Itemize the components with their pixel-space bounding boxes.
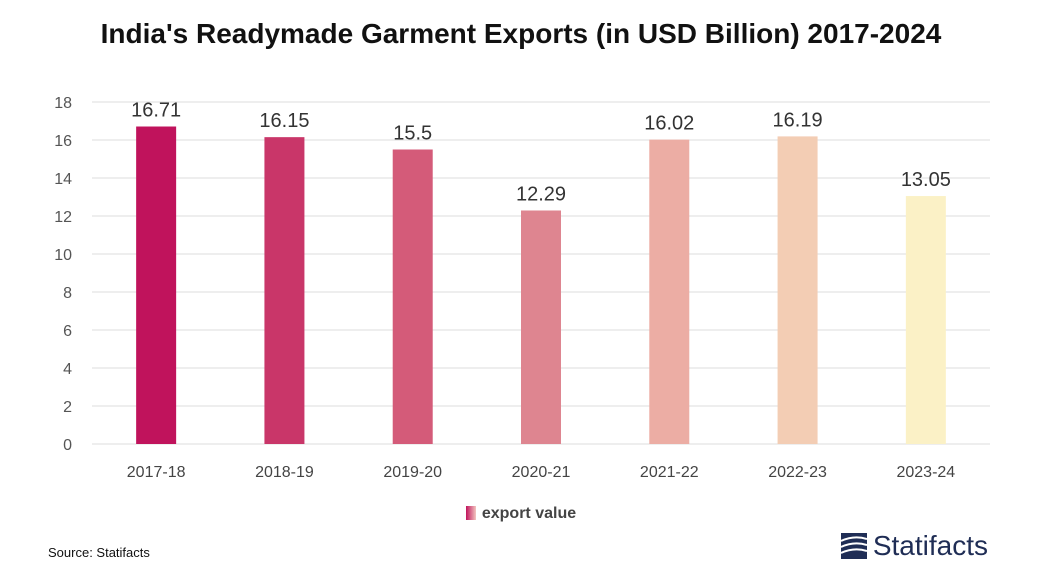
data-label: 13.05 [901,169,951,191]
y-tick-label: 18 [54,95,72,112]
y-tick-label: 16 [54,133,72,150]
y-tick-label: 4 [63,361,72,378]
y-axis-tick-labels: 0 2 4 6 8 10 12 14 16 18 [54,95,72,454]
x-tick-label: 2021-22 [640,464,699,481]
data-label: 16.02 [644,113,694,135]
data-label: 16.19 [773,109,823,131]
bar-chart: 0 2 4 6 8 10 12 14 16 18 16.71 16.15 15.5 12.29 16.02… [54,95,990,481]
bar[interactable] [264,137,305,444]
legend-swatch [465,506,476,520]
bar[interactable] [649,139,690,444]
x-tick-label: 2018-19 [255,464,314,481]
data-label: 15.5 [393,123,432,145]
bars [136,126,946,445]
y-tick-label: 12 [54,209,72,226]
statifacts-logo-icon [840,533,867,559]
data-labels: 16.71 16.15 15.5 12.29 16.02 16.19 13.05 [131,100,951,206]
y-tick-label: 6 [63,323,72,340]
x-tick-label: 2023-24 [896,464,955,481]
data-label: 16.71 [131,100,181,122]
data-label: 12.29 [516,183,566,205]
brand-logo: Statifacts [840,530,988,562]
y-tick-label: 10 [54,247,72,264]
bar[interactable] [521,210,561,444]
brand-name: Statifacts [872,530,988,561]
chart-title: India's Readymade Garment Exports (in US… [100,18,942,49]
y-tick-label: 0 [63,437,72,454]
x-tick-label: 2020-21 [512,464,571,481]
x-tick-label: 2022-23 [768,464,827,481]
y-tick-label: 14 [54,171,72,188]
x-axis-tick-labels: 2017-18 2018-19 2019-20 2020-21 2021-22 2022-… [127,464,956,481]
bar[interactable] [905,196,946,444]
y-tick-label: 8 [63,285,72,302]
data-label: 16.15 [259,110,309,132]
bar[interactable] [136,126,177,444]
legend[interactable]: export value [0,505,1042,523]
bar[interactable] [392,149,433,445]
x-tick-label: 2019-20 [383,464,442,481]
x-tick-label: 2017-18 [127,464,186,481]
bar[interactable] [777,136,818,444]
source-note: Source: Statifacts [48,545,150,560]
legend-label: export value [481,505,577,522]
y-tick-label: 2 [63,399,72,416]
